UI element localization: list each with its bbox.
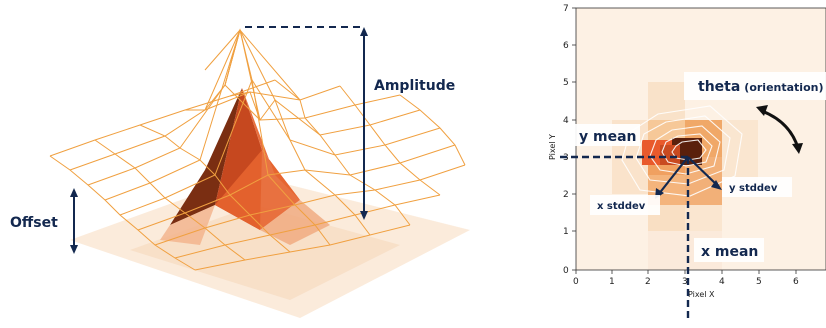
y-axis bbox=[572, 7, 576, 271]
theta-arrowhead-bottom bbox=[792, 143, 803, 154]
y-stddev-arrowhead bbox=[711, 180, 722, 190]
theta-arrowhead-top bbox=[756, 105, 768, 116]
y-axis-title: Pixel Y bbox=[548, 134, 557, 160]
peak-front-face bbox=[215, 150, 300, 230]
amplitude-arrow bbox=[245, 26, 368, 220]
y-stddev-label-bg bbox=[722, 177, 792, 197]
x-stddev-label: x stddev bbox=[597, 201, 646, 212]
y-tick-6: 6 bbox=[563, 41, 569, 51]
mean-guides bbox=[560, 155, 690, 318]
surface-panel: Offset Amplitude bbox=[10, 26, 470, 318]
y-tick-5: 5 bbox=[563, 78, 569, 88]
stddev-arrows bbox=[657, 156, 719, 196]
x-mean-label-bg bbox=[694, 238, 764, 262]
offset-arrow bbox=[70, 188, 78, 254]
y-mean-label: y mean bbox=[579, 129, 637, 145]
y-tick-7: 7 bbox=[563, 4, 569, 14]
x-tick-6: 6 bbox=[793, 277, 799, 287]
y-tick-1: 1 bbox=[563, 227, 569, 237]
x-tick-2: 2 bbox=[645, 277, 651, 287]
wireframe-grid bbox=[49, 28, 466, 271]
x-tick-0: 0 bbox=[573, 277, 579, 287]
y-mean-label-bg bbox=[574, 124, 640, 146]
y-tick-0: 0 bbox=[563, 266, 569, 276]
y-tick-2: 2 bbox=[563, 190, 569, 200]
theta-label-bg bbox=[684, 72, 826, 100]
x-tick-3: 3 bbox=[682, 277, 688, 287]
x-mean-label: x mean bbox=[701, 244, 758, 260]
x-axis-title: Pixel X bbox=[688, 290, 715, 299]
x-axis bbox=[575, 270, 797, 274]
amplitude-label: Amplitude bbox=[374, 78, 455, 94]
y-stddev-label: y stddev bbox=[729, 183, 778, 194]
heatmap-panel: 0 1 2 3 4 5 6 7 Pixel Y 0 1 2 3 4 5 6 Pi… bbox=[548, 4, 826, 318]
x-tick-1: 1 bbox=[609, 277, 615, 287]
peak-base-left bbox=[160, 205, 215, 245]
x-tick-5: 5 bbox=[756, 277, 762, 287]
y-tick-4: 4 bbox=[563, 116, 569, 126]
x-tick-4: 4 bbox=[719, 277, 725, 287]
offset-label: Offset bbox=[10, 215, 58, 231]
x-stddev-label-bg bbox=[590, 195, 660, 215]
theta-label: theta (orientation) bbox=[698, 79, 824, 95]
peak-dark-face bbox=[170, 88, 242, 225]
